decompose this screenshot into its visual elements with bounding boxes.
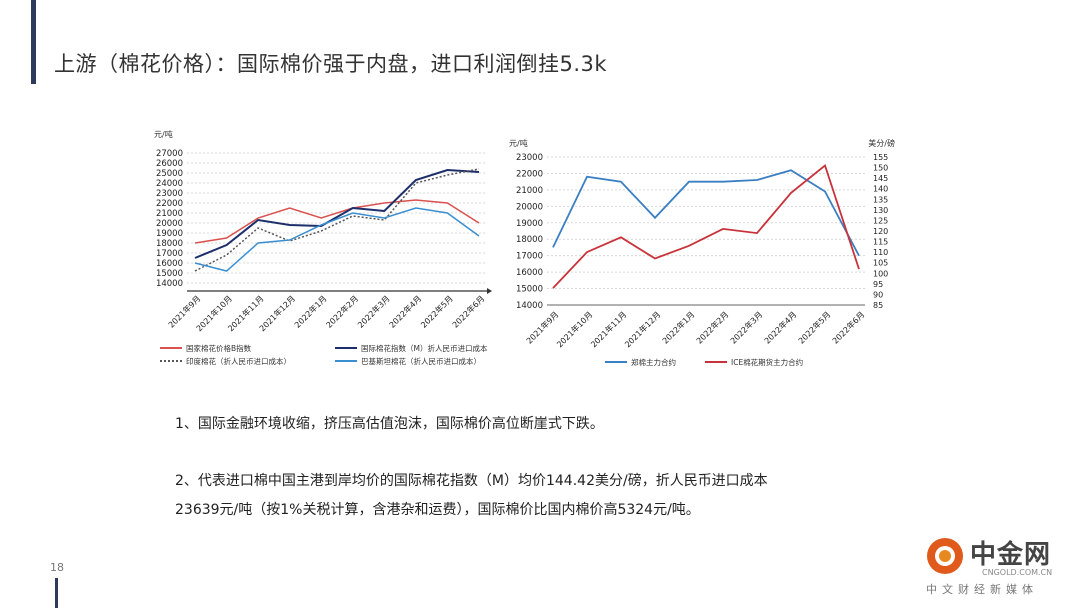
chart-1-ytick: 18000 [156,239,183,249]
chart-1-ytick: 26000 [156,159,183,169]
chart-2-y2tick: 150 [873,164,888,173]
chart-1-series-india [194,168,480,272]
chart-1-series-cc_index [194,199,480,244]
chart-1-xtick: 2022年5月 [418,293,454,329]
chart-1-ytick: 24000 [156,179,183,189]
page-number: 18 [50,561,64,574]
chart-2-y2tick: 120 [873,227,888,236]
chart-1-legend-label: 巴基斯坦棉花（折人民币进口成本） [361,356,481,366]
chart-2-svg: 元/吨 美分/磅 23000 22000 21000 20000 19000 18000 170… [509,138,895,367]
chart-2-y2tick: 145 [873,174,888,183]
page-title: 上游（棉花价格）：国际棉价强于内盘，进口利润倒挂5.3k [54,52,608,76]
chart-2-xtick: 2022年3月 [728,309,764,345]
chart-2-ytick: 16000 [516,268,543,278]
chart-2-xtick: 2022年2月 [694,309,730,345]
chart-2-series-ice [552,163,860,289]
chart-1-xtick: 2022年2月 [324,293,360,329]
chart-2-ylabel: 元/吨 [509,138,528,148]
chart-1-legend-label: 印度棉花（折人民币进口成本） [186,356,291,366]
chart-1-xtick: 2022年3月 [355,293,391,329]
point-2-line-1: 2、代表进口棉中国主港到岸均价的国际棉花指数（M）均价144.42美分/磅，折人… [175,473,768,489]
chart-1-ytick: 17000 [156,249,183,259]
chart-2-legend-label: 郑棉主力合约 [631,357,676,367]
chart-2-y2tick: 105 [873,259,888,268]
chart-2-xtick: 2022年6月 [830,309,866,345]
chart-2-ytick: 18000 [516,235,543,245]
chart-2-xtick: 2022年4月 [762,309,798,345]
chart-1-xtick: 2022年6月 [450,293,486,329]
chart-2-y2tick: 100 [873,269,888,278]
chart-1-ytick: 19000 [156,229,183,239]
chart-2-series-zheng [552,169,860,257]
chart-2-ytick: 21000 [516,186,543,196]
logo-subtitle: 中文财经新媒体 [926,583,1038,596]
chart-2-y2tick: 85 [873,301,883,310]
chart-2-ytick: 17000 [516,252,543,262]
chart-1-xtick: 2022年1月 [292,293,328,329]
footer-accent-bar [55,578,58,608]
chart-2-xtick: 2021年9月 [524,309,560,345]
chart-2-y2tick: 115 [873,238,888,247]
chart-2-ytick: 23000 [516,153,543,163]
chart-1-series-brazil [194,207,480,272]
cngold-logo: 中金网 CNGOLD.COM.CN 中文财经新媒体 [918,532,1068,602]
chart-2-ytick: 15000 [516,285,543,295]
chart-1-ytick: 21000 [156,209,183,219]
chart-1-ytick: 20000 [156,219,183,229]
cngold-logo-mark [927,538,963,574]
chart-2-y2tick: 95 [873,280,883,289]
chart-2-xtick: 2022年5月 [796,309,832,345]
chart-2-y2tick: 155 [873,153,888,162]
chart-2-y2tick: 140 [873,185,888,194]
chart-1-ylabel: 元/吨 [154,129,173,139]
chart-2-ytick: 22000 [516,169,543,179]
chart-2-y2tick: 130 [873,206,888,215]
chart-1-xtick: 2022年4月 [387,293,423,329]
chart-2-ytick: 19000 [516,219,543,229]
logo-text: 中金网 [970,540,1052,570]
chart-1-xaxis-arrow [487,288,492,294]
chart-2-xtick: 2021年12月 [622,309,662,349]
chart-cotton-futures: 元/吨 美分/磅 23000 22000 21000 20000 19000 18000 170… [505,135,900,373]
chart-1-series-m_index [194,168,480,259]
chart-2-y2tick: 90 [873,290,883,299]
chart-1-legend-label: 国际棉花指数（M）折人民币进口成本 [361,343,488,353]
chart-2-ytick: 20000 [516,202,543,212]
chart-cotton-spot-prices: 元/吨 27000 26000 25000 24000 23000 22000 21000 20… [150,123,500,373]
chart-1-legend-label: 国家棉花价格B指数 [186,343,252,353]
chart-2-y2tick: 125 [873,216,888,225]
point-2-line-2: 23639元/吨（按1%关税计算，含港杂和运费），国际棉价比国内棉价高5324元… [175,502,700,518]
chart-2-y2label: 美分/磅 [868,138,895,148]
title-accent-bar [31,0,36,84]
chart-1-ytick: 22000 [156,199,183,209]
chart-1-ytick: 16000 [156,259,183,269]
logo-domain: CNGOLD.COM.CN [982,568,1053,577]
chart-1-ytick: 14000 [156,279,183,289]
chart-1-ytick: 25000 [156,169,183,179]
chart-2-xtick: 2022年1月 [660,309,696,345]
chart-2-legend-label: ICE棉花期货主力合约 [731,357,803,367]
chart-2-y2tick: 110 [873,248,888,257]
chart-1-ytick: 23000 [156,189,183,199]
chart-2-ytick: 14000 [516,301,543,311]
chart-1-ytick: 15000 [156,269,183,279]
chart-2-y2tick: 135 [873,195,888,204]
chart-1-svg: 元/吨2700026000250002400023000220002100020… [154,129,492,366]
point-1: 1、国际金融环境收缩，挤压高估值泡沫，国际棉价高位断崖式下跌。 [175,416,604,432]
chart-1-ytick: 27000 [156,149,183,159]
